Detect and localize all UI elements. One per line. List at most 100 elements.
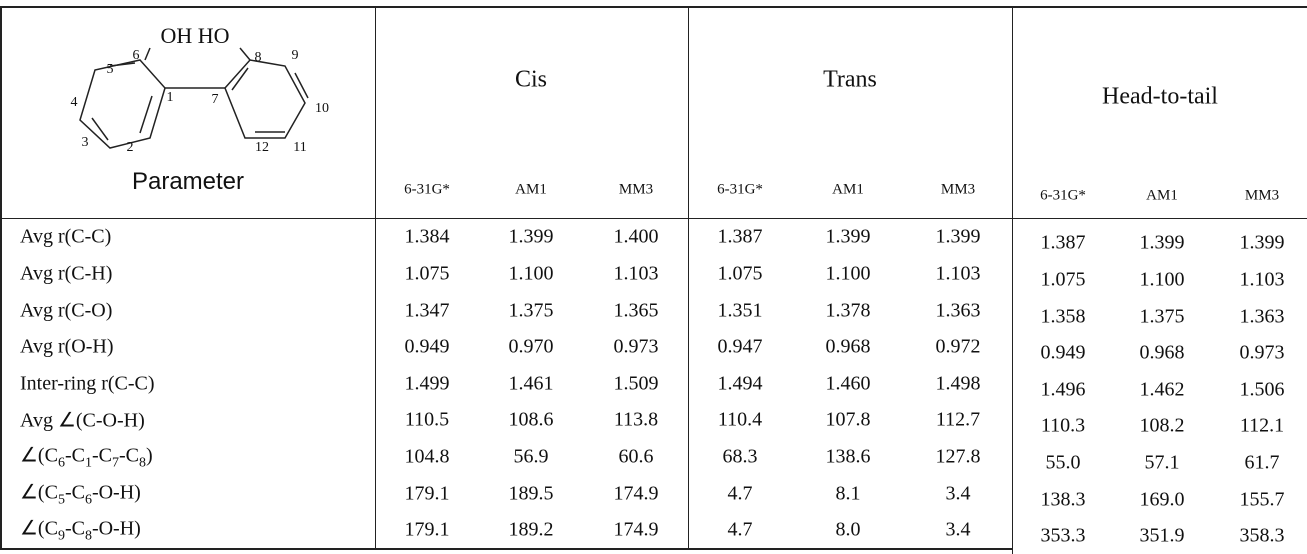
double-bond bbox=[231, 67, 309, 133]
cell-value: 1.351 bbox=[717, 299, 763, 321]
ring-bond bbox=[79, 59, 166, 149]
cell-value: 1.384 bbox=[404, 225, 450, 248]
label-part: 6 bbox=[57, 455, 65, 471]
method-header: 6-31G* bbox=[717, 181, 763, 198]
col-rule bbox=[688, 6, 689, 550]
cell-value: 1.509 bbox=[613, 372, 659, 395]
method-header: MM3 bbox=[1244, 187, 1280, 204]
label-part: ∠(C bbox=[20, 481, 58, 503]
label-part: ) bbox=[145, 444, 153, 467]
cell-value: 1.363 bbox=[935, 299, 981, 321]
cell-value: 1.363 bbox=[1239, 305, 1285, 327]
cell-value: 1.103 bbox=[935, 262, 981, 285]
cell-value: 1.387 bbox=[1040, 231, 1086, 254]
label-part: Inter-ring r(C-C) bbox=[20, 372, 155, 395]
border-bottom bbox=[0, 548, 1012, 550]
cell-value: 1.100 bbox=[1139, 268, 1185, 291]
cell-value: 0.970 bbox=[508, 335, 554, 358]
label-part: 6 bbox=[84, 492, 92, 507]
cell-value: 1.399 bbox=[1139, 231, 1185, 254]
row-label: ∠(C9-C8-O-H) bbox=[20, 516, 141, 545]
molecule bbox=[79, 47, 309, 149]
atom-label: 2 bbox=[126, 140, 134, 155]
group-header: Cis bbox=[514, 66, 548, 93]
cell-value: 4.7 bbox=[727, 482, 753, 504]
label-part: -C bbox=[118, 444, 139, 467]
label-part: Avg r(C-O) bbox=[20, 299, 113, 321]
cell-value: 1.375 bbox=[1139, 305, 1185, 327]
cell-value: 108.6 bbox=[508, 408, 554, 431]
cell-value: 68.3 bbox=[722, 445, 758, 468]
header-rule bbox=[0, 218, 1307, 219]
ring-bond bbox=[224, 59, 306, 139]
cell-value: 107.8 bbox=[825, 408, 871, 431]
atom-label: 10 bbox=[315, 101, 329, 116]
cell-value: 1.494 bbox=[717, 372, 763, 395]
cell-value: 0.973 bbox=[1239, 341, 1285, 364]
cell-value: 0.973 bbox=[613, 335, 659, 358]
cell-value: 1.399 bbox=[508, 225, 554, 248]
double-bond bbox=[91, 62, 153, 141]
label-part: Avg r(C-H) bbox=[20, 262, 113, 285]
label-part: -C bbox=[91, 444, 112, 467]
row-label: Avg r(C-C) bbox=[20, 226, 111, 249]
group-header: Head-to-tail bbox=[1102, 83, 1218, 110]
label-part: Avg r(C-C) bbox=[20, 225, 112, 248]
cell-value: 112.1 bbox=[1239, 414, 1285, 437]
cell-value: 60.6 bbox=[618, 445, 654, 468]
cell-value: 56.9 bbox=[513, 445, 549, 468]
cell-value: 112.7 bbox=[935, 408, 981, 431]
cell-value: 8.0 bbox=[835, 518, 861, 541]
cell-value: 1.365 bbox=[613, 299, 659, 321]
cell-value: 55.0 bbox=[1045, 451, 1081, 474]
cell-value: 127.8 bbox=[935, 445, 981, 468]
cell-value: 0.947 bbox=[717, 335, 763, 358]
label-part: -C bbox=[64, 481, 85, 503]
cell-value: 8.1 bbox=[835, 482, 861, 504]
method-header: 6-31G* bbox=[1040, 187, 1086, 204]
group-header: Trans bbox=[823, 66, 877, 93]
cell-value: 1.399 bbox=[1239, 231, 1285, 254]
cell-value: 1.100 bbox=[825, 262, 871, 285]
row-label: Avg r(C-O) bbox=[20, 299, 112, 322]
atom-label: 12 bbox=[255, 140, 269, 155]
label-part: Avg r(O-H) bbox=[20, 335, 114, 358]
label-part: ∠(C bbox=[20, 444, 58, 467]
cell-value: 0.949 bbox=[404, 335, 450, 358]
label-part: 9 bbox=[57, 528, 65, 544]
cell-value: 174.9 bbox=[613, 518, 659, 541]
method-header: AM1 bbox=[1146, 187, 1178, 204]
cell-value: 179.1 bbox=[404, 482, 450, 504]
cell-value: 0.949 bbox=[1040, 341, 1086, 364]
cell-value: 104.8 bbox=[404, 445, 450, 468]
label-part: -C bbox=[64, 517, 85, 540]
method-header: MM3 bbox=[940, 181, 976, 198]
label-part: -O-H) bbox=[91, 517, 141, 540]
cell-value: 1.461 bbox=[508, 372, 554, 395]
label-part: 8 bbox=[84, 528, 92, 544]
label-part: ∠(C bbox=[20, 517, 58, 540]
atom-label: 3 bbox=[81, 135, 89, 150]
cell-value: 1.499 bbox=[404, 372, 450, 395]
cell-value: 110.4 bbox=[717, 408, 763, 431]
label-part: -O-H) bbox=[91, 481, 141, 503]
cell-value: 0.968 bbox=[825, 335, 871, 358]
cell-value: 108.2 bbox=[1139, 414, 1185, 437]
atom-label: 4 bbox=[70, 95, 78, 110]
label-part: 5 bbox=[57, 492, 65, 507]
cell-value: 189.2 bbox=[508, 518, 554, 541]
cell-value: 1.103 bbox=[613, 262, 659, 285]
label-part: Avg ∠(C-O-H) bbox=[20, 409, 145, 432]
method-header: AM1 bbox=[832, 181, 864, 198]
border-left bbox=[0, 6, 2, 550]
col-rule bbox=[1012, 6, 1013, 554]
cell-value: 1.460 bbox=[825, 372, 871, 395]
cell-value: 1.100 bbox=[508, 262, 554, 285]
cell-value: 1.400 bbox=[613, 225, 659, 248]
row-label: Avg ∠(C-O-H) bbox=[20, 408, 145, 433]
atom-label: 9 bbox=[291, 48, 299, 63]
cell-value: 1.496 bbox=[1040, 378, 1086, 401]
atom-label: 7 bbox=[211, 92, 219, 107]
cell-value: 1.506 bbox=[1239, 378, 1285, 401]
row-label: Inter-ring r(C-C) bbox=[20, 372, 155, 395]
